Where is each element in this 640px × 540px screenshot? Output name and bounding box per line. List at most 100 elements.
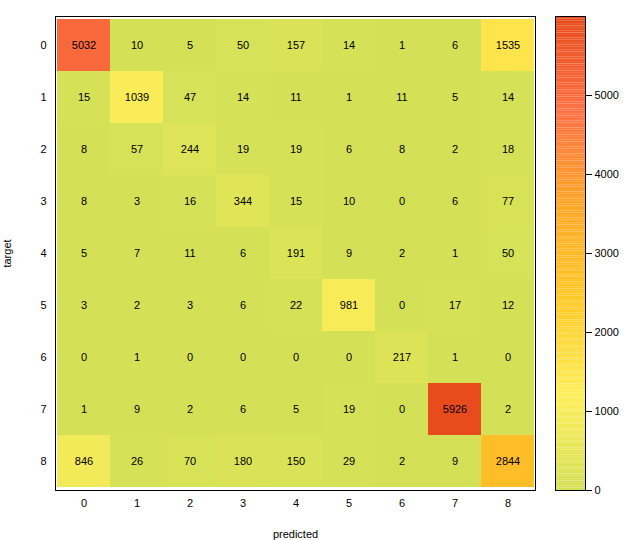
svg-text:344: 344 [234, 195, 252, 207]
svg-text:3: 3 [240, 497, 246, 509]
svg-text:2: 2 [399, 247, 405, 259]
svg-text:1000: 1000 [595, 405, 619, 417]
svg-text:2: 2 [187, 497, 193, 509]
svg-text:2844: 2844 [496, 455, 520, 467]
svg-text:0: 0 [240, 351, 246, 363]
svg-text:2: 2 [505, 403, 511, 415]
svg-text:15: 15 [290, 195, 302, 207]
svg-text:6: 6 [399, 497, 405, 509]
svg-text:5: 5 [187, 39, 193, 51]
svg-text:target: target [1, 239, 13, 267]
svg-text:2: 2 [452, 143, 458, 155]
svg-text:11: 11 [396, 91, 407, 103]
svg-text:10: 10 [131, 39, 143, 51]
svg-text:57: 57 [131, 143, 143, 155]
svg-text:0: 0 [40, 39, 46, 51]
svg-text:0: 0 [187, 351, 193, 363]
svg-text:4: 4 [293, 497, 299, 509]
svg-text:6: 6 [240, 299, 246, 311]
svg-text:5: 5 [40, 299, 46, 311]
svg-text:4000: 4000 [595, 168, 619, 180]
svg-text:1: 1 [81, 403, 87, 415]
svg-text:1: 1 [134, 351, 140, 363]
svg-text:15: 15 [78, 91, 90, 103]
svg-text:1: 1 [452, 351, 458, 363]
svg-text:244: 244 [181, 143, 199, 155]
svg-text:4: 4 [40, 247, 46, 259]
svg-text:2: 2 [134, 299, 140, 311]
svg-text:5: 5 [452, 91, 458, 103]
svg-text:3: 3 [40, 195, 46, 207]
svg-text:5000: 5000 [595, 89, 619, 101]
svg-text:1: 1 [346, 91, 352, 103]
svg-text:3: 3 [81, 299, 87, 311]
svg-text:846: 846 [75, 455, 93, 467]
svg-text:11: 11 [290, 91, 301, 103]
svg-text:50: 50 [237, 39, 249, 51]
svg-text:8: 8 [81, 195, 87, 207]
svg-text:7: 7 [134, 247, 140, 259]
svg-text:0: 0 [399, 299, 405, 311]
svg-text:157: 157 [287, 39, 305, 51]
svg-text:0: 0 [399, 403, 405, 415]
svg-text:2: 2 [40, 143, 46, 155]
svg-text:0: 0 [81, 497, 87, 509]
svg-text:8: 8 [81, 143, 87, 155]
svg-text:1: 1 [40, 91, 46, 103]
svg-text:8: 8 [399, 143, 405, 155]
svg-text:5032: 5032 [72, 39, 96, 51]
svg-text:2: 2 [399, 455, 405, 467]
svg-text:6: 6 [240, 403, 246, 415]
svg-text:5926: 5926 [443, 403, 467, 415]
svg-text:26: 26 [131, 455, 143, 467]
svg-text:7: 7 [40, 403, 46, 415]
svg-text:22: 22 [290, 299, 302, 311]
svg-text:77: 77 [502, 195, 514, 207]
svg-text:47: 47 [184, 91, 196, 103]
svg-text:12: 12 [502, 299, 514, 311]
svg-text:0: 0 [399, 195, 405, 207]
svg-text:14: 14 [502, 91, 514, 103]
svg-text:2: 2 [187, 403, 193, 415]
svg-text:17: 17 [449, 299, 461, 311]
svg-text:7: 7 [452, 497, 458, 509]
svg-text:14: 14 [343, 39, 355, 51]
svg-text:6: 6 [40, 351, 46, 363]
svg-text:19: 19 [237, 143, 249, 155]
svg-text:191: 191 [287, 247, 305, 259]
svg-text:50: 50 [502, 247, 514, 259]
svg-text:3: 3 [134, 195, 140, 207]
svg-text:6: 6 [346, 143, 352, 155]
svg-text:0: 0 [293, 351, 299, 363]
svg-text:6: 6 [452, 195, 458, 207]
svg-text:9: 9 [134, 403, 140, 415]
svg-text:5: 5 [81, 247, 87, 259]
svg-text:16: 16 [184, 195, 196, 207]
svg-text:8: 8 [40, 455, 46, 467]
svg-text:217: 217 [393, 351, 411, 363]
svg-text:2000: 2000 [595, 326, 619, 338]
svg-text:0: 0 [81, 351, 87, 363]
svg-text:180: 180 [234, 455, 252, 467]
svg-text:70: 70 [184, 455, 196, 467]
svg-text:6: 6 [240, 247, 246, 259]
svg-text:6: 6 [452, 39, 458, 51]
svg-text:150: 150 [287, 455, 305, 467]
svg-text:0: 0 [505, 351, 511, 363]
svg-text:981: 981 [340, 299, 358, 311]
svg-text:19: 19 [290, 143, 302, 155]
svg-text:1039: 1039 [125, 91, 149, 103]
svg-text:29: 29 [343, 455, 355, 467]
svg-text:1: 1 [399, 39, 405, 51]
svg-text:5: 5 [293, 403, 299, 415]
svg-text:14: 14 [237, 91, 249, 103]
svg-text:10: 10 [343, 195, 355, 207]
svg-text:0: 0 [346, 351, 352, 363]
svg-text:9: 9 [452, 455, 458, 467]
svg-text:1535: 1535 [496, 39, 520, 51]
svg-text:8: 8 [505, 497, 511, 509]
svg-text:18: 18 [502, 143, 514, 155]
svg-text:1: 1 [134, 497, 140, 509]
svg-text:3000: 3000 [595, 247, 619, 259]
svg-text:9: 9 [346, 247, 352, 259]
